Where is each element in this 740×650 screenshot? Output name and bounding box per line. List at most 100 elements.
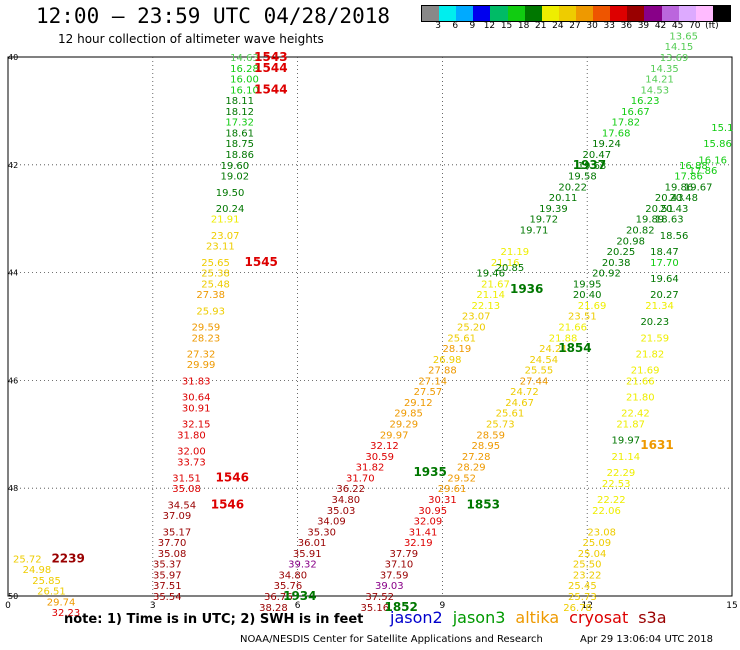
wave-height-value: 16.16 [698, 155, 727, 166]
wave-height-value: 20.38 [602, 258, 631, 269]
wave-height-value: 30.91 [182, 403, 211, 414]
wave-height-value: 34.80 [332, 495, 361, 506]
wave-height-value: 31.70 [346, 473, 375, 484]
legend-s3a: s3a [638, 608, 667, 627]
wave-height-value: 27.44 [520, 376, 549, 387]
wave-height-value: 37.52 [365, 592, 394, 603]
scale-swatch [439, 6, 457, 21]
wave-height-value: 34.09 [317, 517, 346, 528]
wave-height-value: 18.86 [225, 150, 254, 161]
wave-height-value: 24.72 [510, 387, 539, 398]
wave-height-value: 19.24 [592, 139, 621, 150]
wave-height-value: 21.69 [631, 366, 660, 377]
wave-height-value: 21.82 [636, 349, 665, 360]
wave-height-value: 37.79 [389, 549, 418, 560]
wave-height-value: 27.88 [428, 366, 457, 377]
scale-swatch [610, 6, 628, 21]
scale-swatch [678, 6, 696, 21]
pass-time-label: 1937 [573, 158, 606, 172]
pass-time-label: 1543 [254, 50, 287, 64]
wave-height-value: 29.61 [438, 484, 467, 495]
wave-height-value: 31.83 [182, 376, 211, 387]
wave-height-value: 23.07 [462, 312, 491, 323]
x-tick-label: 12 [581, 601, 592, 611]
scale-swatch [490, 6, 508, 21]
wave-height-value: 32.00 [177, 446, 206, 457]
scale-swatch [661, 6, 679, 21]
wave-height-value: 25.55 [525, 366, 554, 377]
wave-height-value: 24.98 [23, 565, 52, 576]
pass-time-label: 1544 [254, 61, 287, 75]
wave-height-value: 25.50 [573, 560, 602, 571]
wave-height-value: 15.1 [711, 123, 733, 134]
wave-height-value: 36.01 [298, 538, 327, 549]
wave-height-value: 25.45 [568, 581, 597, 592]
scale-swatch [507, 6, 525, 21]
wave-height-value: 19.89 [636, 215, 665, 226]
footer-note: note: 1) Time is in UTC; 2) SWH is in fe… [64, 612, 364, 627]
scale-tick-label: 24 [552, 21, 564, 31]
wave-height-value: 21.91 [211, 215, 240, 226]
wave-height-value: 35.97 [153, 570, 182, 581]
wave-height-value: 17.86 [674, 172, 703, 183]
wave-height-value: 21.88 [549, 333, 578, 344]
pass-time-label: 1854 [558, 341, 591, 355]
pass-time-label: 1545 [245, 255, 278, 269]
scale-swatch [422, 6, 440, 21]
color-scale-bar [421, 5, 731, 22]
wave-height-value: 23.51 [568, 312, 597, 323]
pass-time-label: 1852 [384, 600, 417, 614]
satellite-legend: jason2 jason3 altika cryosat s3a [390, 608, 677, 627]
wave-height-value: 35.16 [361, 603, 390, 614]
wave-height-value: 32.12 [370, 441, 399, 452]
wave-height-value: 16.10 [230, 85, 259, 96]
wave-height-value: 26.98 [433, 355, 462, 366]
scale-tick-label: 45 [671, 21, 684, 31]
wave-height-value: 18.47 [650, 247, 679, 258]
scale-tick-label: 18 [517, 21, 530, 31]
wave-height-value: 20.98 [616, 236, 645, 247]
wave-height-value: 26.78 [563, 603, 592, 614]
scale-tick-label: 27 [569, 21, 581, 31]
wave-height-value: 28.29 [457, 463, 486, 474]
map-frame [7, 56, 733, 597]
wave-height-value: 20.82 [626, 225, 655, 236]
pass-time-label: 1934 [283, 589, 316, 603]
wave-height-value: 25.09 [583, 538, 612, 549]
wave-height-value: 33.73 [177, 457, 206, 468]
wave-height-value: 18.75 [225, 139, 254, 150]
scale-swatch [541, 6, 559, 21]
wave-height-value: 20.40 [573, 290, 602, 301]
wave-height-value: 35.08 [172, 484, 201, 495]
pass-time-label: 1936 [510, 282, 543, 296]
wave-height-value: 21.19 [500, 247, 529, 258]
wave-height-value: 20.85 [496, 263, 525, 274]
wave-height-value: 16.28 [230, 64, 259, 75]
wave-height-value: 20.24 [216, 204, 245, 215]
wave-height-value: 17.70 [650, 258, 679, 269]
wave-height-value: 13.65 [669, 31, 698, 42]
wave-height-value: 20.27 [650, 290, 679, 301]
wave-height-value: 22.13 [472, 301, 501, 312]
wave-height-value: 22.42 [621, 409, 650, 420]
pass-time-label: 1853 [467, 497, 500, 511]
credit-text: NOAA/NESDIS Center for Satellite Applica… [240, 634, 543, 645]
wave-height-value: 23.22 [573, 570, 602, 581]
wave-height-value: 27.57 [414, 387, 443, 398]
scale-swatch [575, 6, 594, 21]
generated-timestamp: Apr 29 13:06:04 UTC 2018 [580, 634, 713, 645]
wave-height-value: 20.48 [669, 193, 698, 204]
wave-height-value: 24.67 [505, 398, 534, 409]
scale-tick-label: 21 [535, 21, 547, 31]
wave-height-value: 32.19 [404, 538, 433, 549]
scale-tick-label: 36 [620, 21, 633, 31]
wave-height-value: 38.28 [259, 603, 288, 614]
wave-height-value: 28.23 [192, 333, 221, 344]
wave-height-value: 15.86 [703, 139, 732, 150]
wave-height-value: 24.54 [529, 355, 558, 366]
wave-height-value: 29.52 [447, 473, 476, 484]
wave-height-value: 20.43 [660, 204, 689, 215]
wave-height-value: 20.23 [640, 317, 669, 328]
wave-height-value: 29.99 [187, 360, 216, 371]
